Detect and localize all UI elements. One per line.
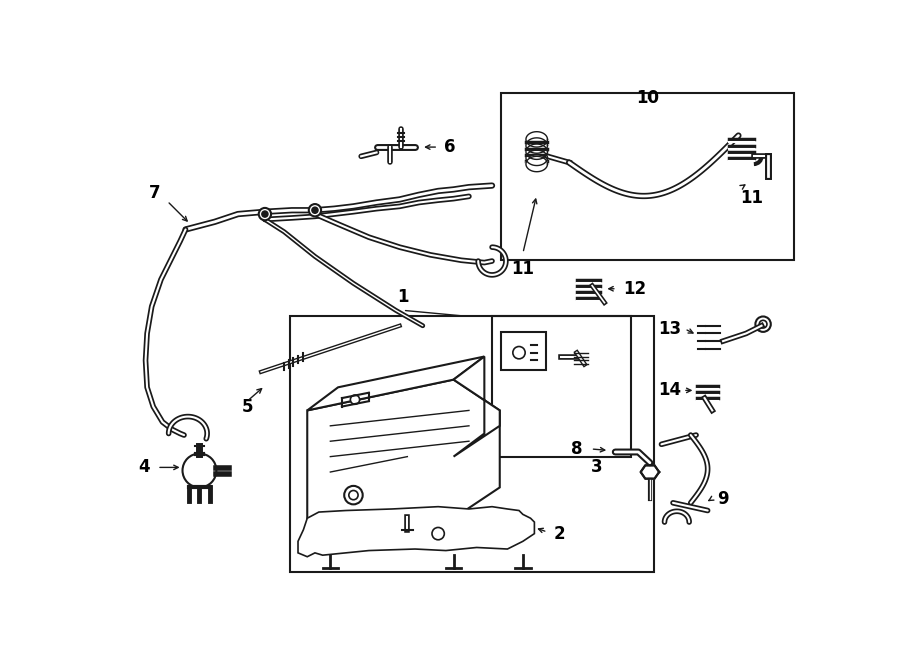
- Bar: [501, 93, 794, 260]
- Bar: [501, 332, 546, 370]
- Circle shape: [760, 321, 767, 328]
- Text: 6: 6: [445, 138, 455, 156]
- Circle shape: [349, 490, 358, 500]
- Circle shape: [312, 207, 318, 214]
- Polygon shape: [298, 507, 535, 557]
- Text: 5: 5: [241, 397, 253, 416]
- Polygon shape: [307, 379, 500, 518]
- Text: 12: 12: [623, 280, 646, 297]
- Circle shape: [513, 346, 526, 359]
- Text: 10: 10: [636, 89, 659, 106]
- Text: 3: 3: [590, 458, 602, 476]
- Text: 1: 1: [397, 288, 409, 307]
- Circle shape: [258, 208, 271, 220]
- Text: 9: 9: [717, 490, 728, 508]
- Text: 4: 4: [138, 458, 149, 477]
- Bar: [291, 317, 653, 572]
- Polygon shape: [307, 356, 484, 410]
- Circle shape: [309, 204, 321, 216]
- Circle shape: [755, 317, 770, 332]
- Polygon shape: [641, 465, 659, 479]
- Text: 13: 13: [658, 320, 681, 338]
- Text: 14: 14: [658, 381, 681, 399]
- Polygon shape: [454, 356, 500, 457]
- Circle shape: [262, 211, 268, 217]
- Circle shape: [432, 527, 445, 540]
- Bar: [492, 317, 631, 457]
- Circle shape: [344, 486, 363, 504]
- Polygon shape: [526, 156, 547, 172]
- Text: 7: 7: [149, 184, 160, 202]
- Text: 11: 11: [511, 260, 535, 278]
- Text: 11: 11: [740, 188, 763, 207]
- Circle shape: [350, 395, 360, 405]
- Text: 2: 2: [554, 525, 565, 543]
- Text: 8: 8: [572, 440, 583, 458]
- Circle shape: [183, 453, 216, 487]
